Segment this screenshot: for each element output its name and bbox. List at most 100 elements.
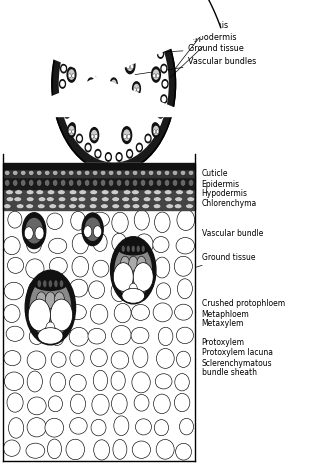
Ellipse shape xyxy=(92,394,109,415)
Circle shape xyxy=(69,130,71,133)
Ellipse shape xyxy=(7,393,23,412)
Circle shape xyxy=(152,36,158,45)
Circle shape xyxy=(59,80,65,88)
Circle shape xyxy=(127,150,133,158)
Ellipse shape xyxy=(87,78,94,90)
Circle shape xyxy=(114,83,116,87)
Ellipse shape xyxy=(29,329,44,344)
Ellipse shape xyxy=(69,328,88,346)
Ellipse shape xyxy=(28,281,46,301)
Circle shape xyxy=(161,64,167,73)
Text: Sclerenchymatous: Sclerenchymatous xyxy=(53,346,272,368)
Bar xyxy=(3,163,195,169)
Circle shape xyxy=(88,83,91,87)
Ellipse shape xyxy=(164,197,172,202)
Ellipse shape xyxy=(135,234,153,255)
Ellipse shape xyxy=(6,190,13,195)
Ellipse shape xyxy=(26,219,42,243)
Ellipse shape xyxy=(102,48,106,55)
Ellipse shape xyxy=(5,179,10,186)
Ellipse shape xyxy=(8,418,24,438)
Circle shape xyxy=(162,66,165,71)
Text: Vascular bundles: Vascular bundles xyxy=(135,57,257,75)
Circle shape xyxy=(61,82,64,86)
Ellipse shape xyxy=(154,394,170,414)
Ellipse shape xyxy=(48,280,52,288)
Circle shape xyxy=(35,227,44,240)
Ellipse shape xyxy=(101,204,108,209)
Circle shape xyxy=(154,38,157,43)
Ellipse shape xyxy=(51,281,66,299)
Ellipse shape xyxy=(78,102,84,112)
Circle shape xyxy=(68,74,71,78)
Ellipse shape xyxy=(94,63,101,76)
Ellipse shape xyxy=(122,288,145,303)
Ellipse shape xyxy=(164,190,172,195)
Ellipse shape xyxy=(156,439,174,459)
Ellipse shape xyxy=(138,34,148,50)
Circle shape xyxy=(145,25,151,34)
Ellipse shape xyxy=(37,280,41,288)
Ellipse shape xyxy=(71,394,85,414)
Ellipse shape xyxy=(116,179,122,186)
Ellipse shape xyxy=(72,233,88,254)
Ellipse shape xyxy=(132,204,140,209)
Ellipse shape xyxy=(175,197,182,202)
Ellipse shape xyxy=(174,204,182,209)
Ellipse shape xyxy=(26,259,44,279)
Circle shape xyxy=(84,226,92,238)
Ellipse shape xyxy=(58,190,65,195)
Ellipse shape xyxy=(38,197,46,202)
Circle shape xyxy=(156,130,159,133)
Ellipse shape xyxy=(76,179,82,186)
Circle shape xyxy=(101,51,104,54)
Ellipse shape xyxy=(151,67,160,82)
Ellipse shape xyxy=(92,130,97,140)
Circle shape xyxy=(105,153,111,161)
Ellipse shape xyxy=(58,197,66,202)
Ellipse shape xyxy=(134,395,149,411)
Ellipse shape xyxy=(116,171,122,175)
Ellipse shape xyxy=(133,82,140,95)
Ellipse shape xyxy=(76,171,82,175)
Circle shape xyxy=(128,12,131,16)
Ellipse shape xyxy=(28,171,34,175)
Circle shape xyxy=(127,10,133,18)
Ellipse shape xyxy=(26,204,33,209)
Ellipse shape xyxy=(26,197,34,202)
Ellipse shape xyxy=(93,260,109,277)
Ellipse shape xyxy=(177,210,195,230)
Ellipse shape xyxy=(20,179,26,186)
Text: Metaphloem: Metaphloem xyxy=(53,302,249,319)
Ellipse shape xyxy=(5,171,10,175)
Ellipse shape xyxy=(124,179,130,186)
Ellipse shape xyxy=(72,256,89,277)
Ellipse shape xyxy=(58,204,66,209)
Circle shape xyxy=(117,8,121,13)
Ellipse shape xyxy=(122,197,129,202)
Ellipse shape xyxy=(36,179,42,186)
Ellipse shape xyxy=(89,80,93,88)
Ellipse shape xyxy=(84,171,90,175)
Ellipse shape xyxy=(172,171,178,175)
Ellipse shape xyxy=(111,237,156,304)
Text: Ground tissue: Ground tissue xyxy=(159,253,255,279)
Ellipse shape xyxy=(49,257,67,274)
Ellipse shape xyxy=(164,171,170,175)
Circle shape xyxy=(162,80,168,88)
Ellipse shape xyxy=(140,179,146,186)
Circle shape xyxy=(78,27,81,32)
Ellipse shape xyxy=(123,204,131,209)
Circle shape xyxy=(95,69,97,73)
Ellipse shape xyxy=(130,281,149,302)
Circle shape xyxy=(134,88,136,91)
Circle shape xyxy=(107,8,110,13)
Ellipse shape xyxy=(153,237,169,253)
Ellipse shape xyxy=(26,306,45,322)
Ellipse shape xyxy=(143,102,149,112)
Ellipse shape xyxy=(174,393,190,411)
Ellipse shape xyxy=(109,179,114,186)
Ellipse shape xyxy=(175,304,192,320)
Ellipse shape xyxy=(49,204,57,209)
Ellipse shape xyxy=(172,179,178,186)
